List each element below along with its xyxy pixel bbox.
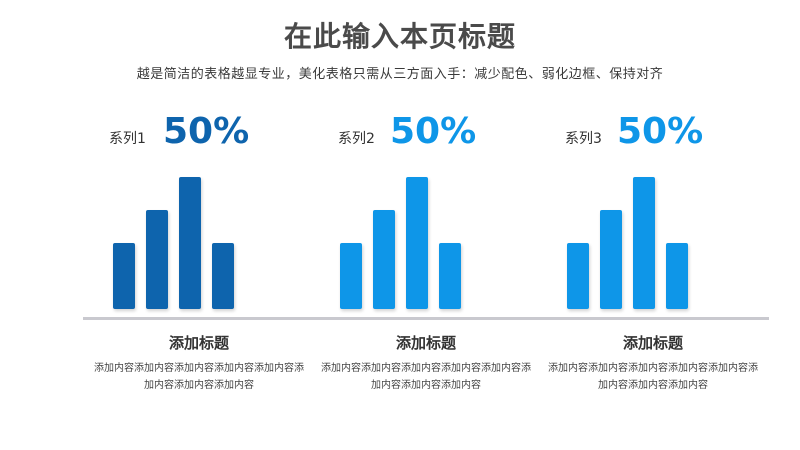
series-label: 系列1 (109, 131, 146, 147)
bar-4 (666, 243, 688, 309)
bar-1 (567, 243, 589, 309)
series-label: 系列2 (338, 131, 375, 147)
panel-header: 系列2 50% (310, 110, 542, 160)
bar-1 (340, 243, 362, 309)
bar-chart (537, 170, 769, 320)
panel-description: 添加内容添加内容添加内容添加内容添加内容添加内容添加内容添加内容 (321, 363, 531, 391)
bar-2 (146, 210, 168, 309)
series-panel-2: 系列2 50% 添加标题 添加内容添加内容添加内容添加内容添加内容添加内容添加内… (310, 110, 542, 430)
page-subtitle: 越是简洁的表格越显专业，美化表格只需从三方面入手：减少配色、弱化边框、保持对齐 (136, 67, 664, 82)
panel-heading: 添加标题 (395, 334, 456, 352)
bar-3 (406, 177, 428, 309)
bar-2 (600, 210, 622, 309)
bar-chart (83, 170, 315, 320)
series-label: 系列3 (565, 131, 602, 147)
bar-1 (113, 243, 135, 309)
panel-heading: 添加标题 (168, 334, 229, 352)
percent-value: 50% (390, 111, 477, 152)
percent-value: 50% (617, 111, 704, 152)
bar-4 (439, 243, 461, 309)
chart-baseline (310, 317, 542, 320)
series-panel-1: 系列1 50% 添加标题 添加内容添加内容添加内容添加内容添加内容添加内容添加内… (83, 110, 315, 430)
series-panel-3: 系列3 50% 添加标题 添加内容添加内容添加内容添加内容添加内容添加内容添加内… (537, 110, 769, 430)
chart-baseline (83, 317, 315, 320)
panel-header: 系列3 50% (537, 110, 769, 160)
bar-3 (179, 177, 201, 309)
bar-chart (310, 170, 542, 320)
bar-3 (633, 177, 655, 309)
chart-baseline (537, 317, 769, 320)
panel-header: 系列1 50% (83, 110, 315, 160)
panel-heading: 添加标题 (622, 334, 683, 352)
bar-4 (212, 243, 234, 309)
percent-value: 50% (163, 111, 250, 152)
bar-2 (373, 210, 395, 309)
panel-description: 添加内容添加内容添加内容添加内容添加内容添加内容添加内容添加内容 (548, 363, 758, 391)
panel-description: 添加内容添加内容添加内容添加内容添加内容添加内容添加内容添加内容 (94, 363, 304, 391)
page-title: 在此输入本页标题 (283, 20, 516, 53)
